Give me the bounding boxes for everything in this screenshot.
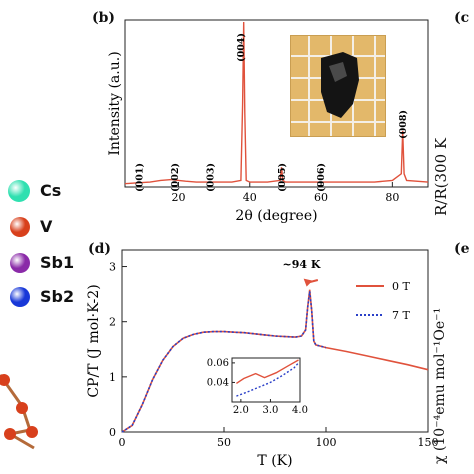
peak-label: (005) — [277, 163, 288, 192]
peak-label: (003) — [206, 163, 217, 192]
v-atom — [4, 428, 16, 440]
x-axis-label: T (K) — [257, 453, 292, 469]
peak-label: (006) — [316, 163, 327, 192]
y-axis-label: CP/T (J mol·K-2) — [86, 284, 102, 397]
v-atom — [26, 426, 38, 438]
crystal-structure-fragment — [0, 374, 38, 450]
sb2-atom-icon — [10, 287, 30, 307]
panel-label-b: (b) — [92, 10, 116, 26]
grid-paper — [291, 36, 385, 136]
inset-x-tick-label: 4.0 — [292, 405, 308, 416]
x-tick-label: 40 — [243, 191, 257, 204]
inset-series-0t — [236, 359, 299, 384]
inset-x-tick-label: 3.0 — [262, 405, 278, 416]
panel-label-d: (d) — [88, 241, 112, 257]
x-tick-label: 60 — [314, 191, 328, 204]
x-tick-label: 100 — [316, 436, 337, 449]
y-tick-label: 3 — [109, 261, 116, 274]
inset-x-tick-label: 2.0 — [233, 405, 249, 416]
peak-label: (001) — [134, 163, 145, 192]
peak-label: (008) — [398, 110, 409, 139]
cs-atom-icon — [8, 180, 30, 202]
x-axis-label: 2θ (degree) — [235, 208, 317, 224]
panel-label-e: (e — [454, 241, 470, 257]
x-tick-label: 0 — [119, 436, 126, 449]
x-tick-label: 150 — [418, 436, 439, 449]
legend-label-7t: 7 T — [392, 309, 410, 322]
y-tick-label: 0 — [109, 426, 116, 439]
y-axis-label: Intensity (a.u.) — [107, 51, 123, 155]
peak-annotation: ~94 K — [283, 258, 321, 271]
peak-arrowhead — [303, 278, 313, 287]
legend-label-cs: Cs — [40, 181, 62, 200]
crystal-photo — [290, 35, 386, 137]
y-tick-label: 1 — [109, 371, 116, 384]
peak-label: (004) — [236, 33, 247, 62]
plot-frame — [124, 19, 429, 188]
sb1-atom-icon — [10, 253, 30, 273]
x-tick-label: 20 — [171, 191, 185, 204]
panel-label-c: (c — [454, 10, 470, 26]
atom-legend: Cs V Sb1 Sb2 — [0, 0, 80, 474]
inset-series-7t — [236, 362, 300, 397]
legend-label-0t: 0 T — [392, 280, 410, 293]
xrd-series-line — [124, 21, 429, 185]
inset-y-tick-label: 0.04 — [207, 377, 229, 388]
y-tick-label: 2 — [109, 316, 116, 329]
x-tick-label: 50 — [217, 436, 231, 449]
v-atom — [0, 374, 10, 386]
legend-label-v: V — [40, 217, 53, 236]
v-atom-icon — [10, 217, 30, 237]
x-tick-label: 80 — [385, 191, 399, 204]
legend-label-sb1: Sb1 — [40, 253, 75, 272]
peak-label: (002) — [170, 163, 181, 192]
plot-frame — [121, 249, 429, 433]
inset-y-tick-label: 0.06 — [207, 358, 229, 369]
legend-label-sb2: Sb2 — [40, 287, 75, 306]
v-atom — [16, 402, 28, 414]
series-7t-line — [121, 291, 327, 433]
crystal-reflection — [329, 62, 347, 82]
